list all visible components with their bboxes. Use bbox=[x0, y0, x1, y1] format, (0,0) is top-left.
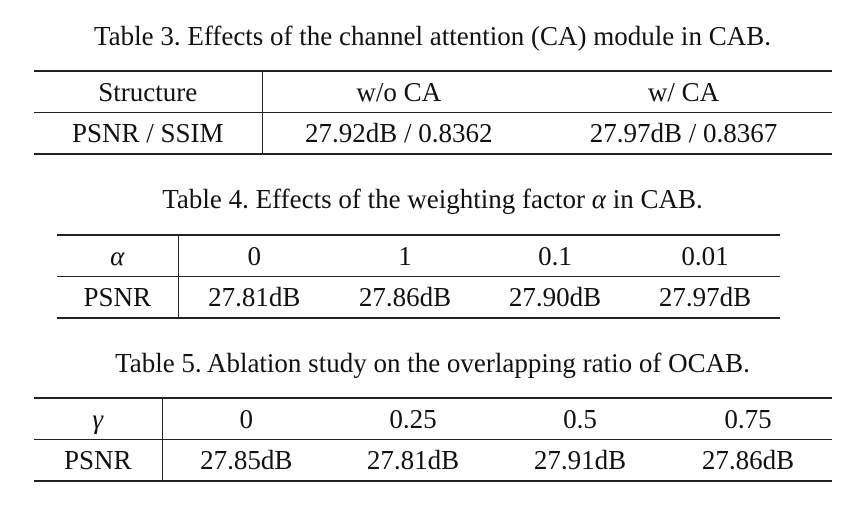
table5-header-cell: 0 bbox=[162, 397, 330, 440]
table5-header-cell: 0.25 bbox=[330, 397, 496, 440]
table4-data-row: PSNR 27.81dB 27.86dB 27.90dB 27.97dB bbox=[57, 276, 780, 319]
table5-header-cell: 0.75 bbox=[664, 397, 832, 440]
table5-caption: Table 5. Ablation study on the overlappi… bbox=[115, 348, 750, 378]
table5-value-cell: 27.81dB bbox=[330, 439, 496, 482]
table4-header-label: α bbox=[57, 234, 179, 277]
table4-header-cell: 0.01 bbox=[630, 234, 780, 277]
table4-header-row: α 0 1 0.1 0.01 bbox=[57, 234, 780, 277]
table5-header-cell: 0.5 bbox=[496, 397, 664, 440]
table4-header-cell: 0.1 bbox=[480, 234, 630, 277]
table3-data-row: PSNR / SSIM 27.92dB / 0.8362 27.97dB / 0… bbox=[34, 112, 832, 155]
table4-caption-text-end: in CAB. bbox=[605, 184, 703, 214]
alpha-symbol: α bbox=[591, 184, 606, 214]
table3: Structure w/o CA w/ CA PSNR / SSIM 27.92… bbox=[34, 70, 832, 155]
table5-header-row: γ 0 0.25 0.5 0.75 bbox=[34, 397, 832, 440]
table5-value-cell: 27.85dB bbox=[162, 439, 330, 482]
table4-header-cell: 1 bbox=[330, 234, 480, 277]
table4-caption: Table 4. Effects of the weighting factor… bbox=[0, 183, 865, 215]
table5-data-row: PSNR 27.85dB 27.81dB 27.91dB 27.86dB bbox=[34, 439, 832, 482]
table4-value-cell: 27.81dB bbox=[178, 276, 330, 319]
table4-value-cell: 27.97dB bbox=[630, 276, 780, 319]
table5-value-cell: 27.91dB bbox=[496, 439, 664, 482]
table5-value-cell: 27.86dB bbox=[664, 439, 832, 482]
table4-row-label: PSNR bbox=[57, 276, 179, 319]
table3-header-row: Structure w/o CA w/ CA bbox=[34, 70, 832, 113]
table5-header-label: γ bbox=[34, 397, 163, 440]
table3-value-cell: 27.92dB / 0.8362 bbox=[262, 112, 535, 155]
table3-row-label: PSNR / SSIM bbox=[34, 112, 263, 155]
table4: α 0 1 0.1 0.01 PSNR 27.81dB 27.86dB 27.9… bbox=[57, 234, 780, 319]
table3-value-cell: 27.97dB / 0.8367 bbox=[535, 112, 832, 155]
table4-header-cell: 0 bbox=[178, 234, 330, 277]
table4-value-cell: 27.90dB bbox=[480, 276, 630, 319]
table3-header-label: Structure bbox=[34, 70, 263, 113]
table4-value-cell: 27.86dB bbox=[330, 276, 480, 319]
table5-row-label: PSNR bbox=[34, 439, 163, 482]
table3-header-cell: w/o CA bbox=[262, 70, 535, 113]
table4-caption-text: Table 4. Effects of the weighting factor bbox=[162, 184, 592, 214]
table5: γ 0 0.25 0.5 0.75 PSNR 27.85dB 27.81dB 2… bbox=[34, 397, 832, 482]
table3-header-cell: w/ CA bbox=[535, 70, 832, 113]
table3-caption: Table 3. Effects of the channel attentio… bbox=[94, 21, 771, 51]
